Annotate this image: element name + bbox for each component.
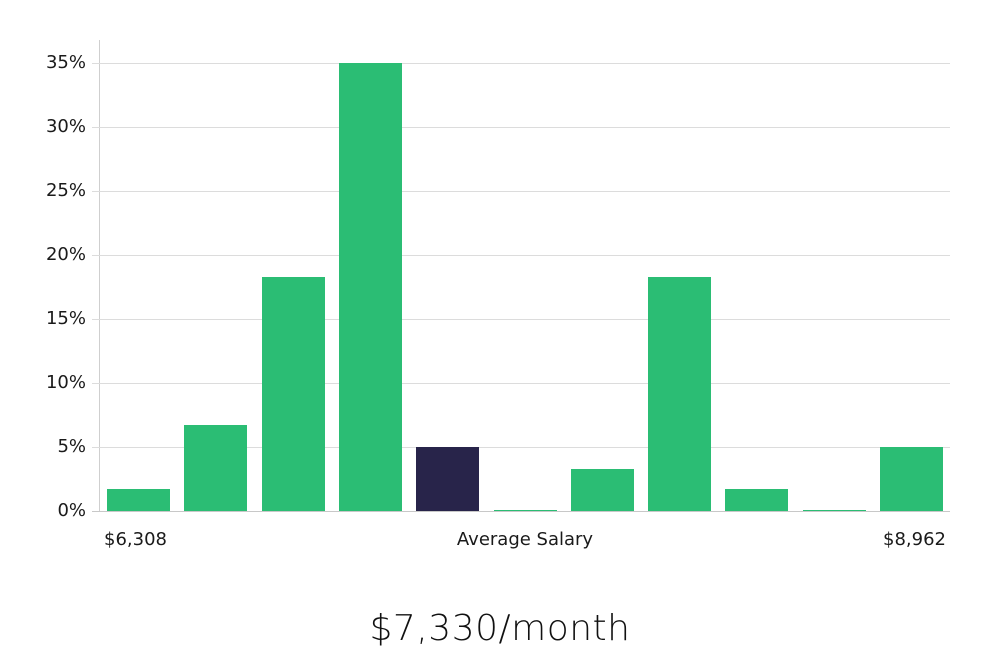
salary-histogram: 0% 5% 10% 15% 20% 25% 30% 35% $6,308 Average Sa…	[45, 40, 950, 550]
y-tick-label: 10%	[45, 372, 86, 393]
y-tick-label: 5%	[57, 436, 86, 457]
histogram-bar	[802, 509, 866, 511]
gridline	[92, 447, 950, 448]
x-axis-title: Average Salary	[456, 529, 594, 550]
gridline	[92, 127, 950, 128]
histogram-bar	[725, 489, 789, 511]
histogram-bar	[570, 468, 634, 511]
histogram-bar	[107, 489, 170, 511]
histogram-bar	[261, 276, 325, 511]
highlighted-bar	[416, 447, 480, 511]
gridline	[92, 383, 950, 384]
y-tick-label: 15%	[45, 308, 86, 329]
gridline	[92, 191, 950, 192]
y-tick-label: 30%	[45, 116, 86, 137]
histogram-bar	[493, 509, 557, 511]
y-tick-label: 0%	[57, 500, 86, 521]
gridline	[92, 63, 950, 64]
gridline	[92, 319, 950, 320]
gridline	[92, 255, 950, 256]
y-tick-label: 35%	[45, 52, 86, 73]
histogram-bar	[338, 63, 402, 511]
histogram-bar	[648, 276, 712, 511]
gridline	[92, 511, 950, 512]
y-axis-line	[99, 40, 100, 512]
x-max-label: $8,962	[883, 529, 946, 550]
x-min-label: $6,308	[104, 529, 167, 550]
y-tick-label: 20%	[45, 244, 86, 265]
histogram-bar	[184, 425, 248, 511]
histogram-bar	[880, 447, 943, 511]
average-salary-headline: $7,330/month	[369, 608, 631, 649]
y-tick-label: 25%	[45, 180, 86, 201]
